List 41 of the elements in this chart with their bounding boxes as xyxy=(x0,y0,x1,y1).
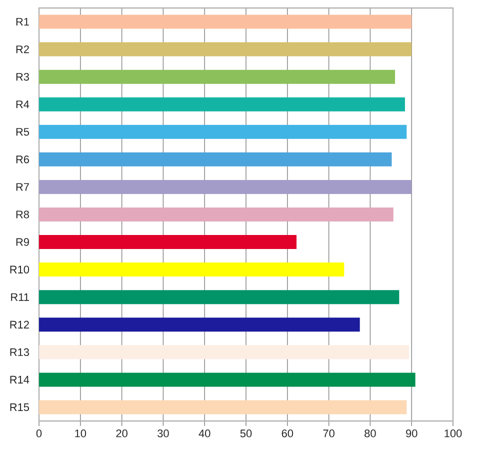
bar xyxy=(39,207,394,222)
y-tick-label: R11 xyxy=(11,293,29,301)
x-tick-label: 50 xyxy=(240,430,252,438)
y-tick-label: R4 xyxy=(16,100,30,108)
x-tick-label: 80 xyxy=(364,430,376,438)
bar xyxy=(39,290,400,304)
y-tick-label: R1 xyxy=(16,18,29,26)
x-tick-label: 10 xyxy=(75,430,86,438)
x-tick-label: 40 xyxy=(198,430,210,438)
bar xyxy=(39,14,412,29)
bar xyxy=(39,180,412,194)
y-tick-label: R7 xyxy=(16,183,29,191)
y-tick-label: R9 xyxy=(16,238,29,246)
y-tick-label: R12 xyxy=(10,320,29,328)
bar xyxy=(39,345,410,360)
y-tick-label: R5 xyxy=(16,128,30,136)
y-tick-label: R3 xyxy=(16,72,29,81)
x-tick-label: 90 xyxy=(406,430,418,438)
x-tick-label: 30 xyxy=(158,430,169,438)
bar xyxy=(39,70,396,84)
bar xyxy=(39,400,407,414)
bar xyxy=(39,124,407,139)
y-tick-label: R2 xyxy=(16,45,29,54)
x-tick-label: 70 xyxy=(323,430,334,438)
x-tick-label: 100 xyxy=(444,430,462,438)
y-tick-label: R15 xyxy=(10,403,30,412)
x-tick-label: 0 xyxy=(36,430,42,438)
bar xyxy=(39,152,392,166)
bar xyxy=(39,372,416,387)
bar xyxy=(39,97,405,112)
bar xyxy=(39,262,344,277)
bar xyxy=(39,42,412,56)
y-tick-label: R10 xyxy=(10,266,30,274)
x-tick-label: 60 xyxy=(282,430,294,438)
y-tick-label: R8 xyxy=(16,210,29,218)
bar xyxy=(39,235,297,250)
y-tick-label: R14 xyxy=(10,376,30,384)
y-tick-label: R13 xyxy=(10,348,29,356)
x-tick-label: 20 xyxy=(116,430,128,438)
y-tick-label: R6 xyxy=(16,156,29,164)
bar xyxy=(39,318,360,332)
